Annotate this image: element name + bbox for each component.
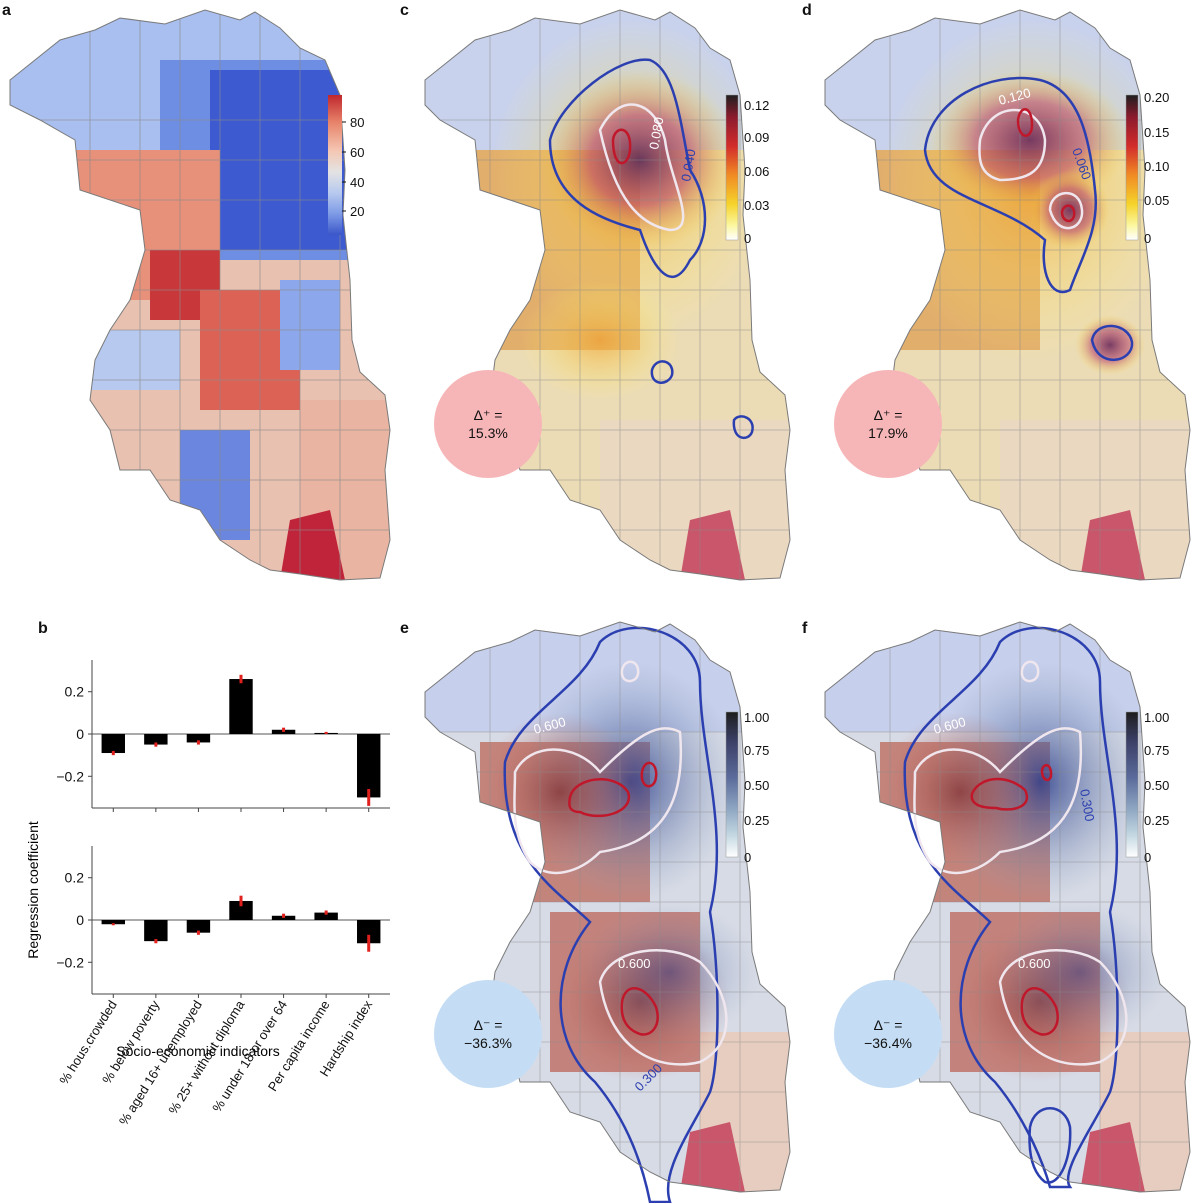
delta-value: −36.4%: [864, 1035, 912, 1051]
bar: [357, 734, 381, 798]
panel-letter-b: b: [38, 620, 48, 637]
delta-badge-c: Δ⁺ = 15.3%: [434, 370, 542, 478]
bar: [229, 679, 253, 734]
panel-letter-f: f: [802, 620, 808, 637]
colorbar-a-ticks: 80 60 40 20: [342, 115, 364, 219]
bar: [144, 734, 168, 745]
colorbar-d-tick: 0.05: [1144, 193, 1169, 208]
bar-chart-b-top: 0.2 0 −0.2: [56, 660, 390, 812]
delta-value: 17.9%: [868, 425, 908, 441]
colorbar-f-tick: 0: [1144, 850, 1151, 865]
bar: [186, 920, 211, 933]
colorbar-c-ticks: 0.12 0.09 0.06 0.03 0: [744, 98, 769, 246]
colorbar-d-tick: 0.15: [1144, 125, 1169, 140]
colorbar-e-tick: 1.00: [744, 710, 769, 725]
panel-d: d: [800, 0, 1200, 590]
colorbar-d-tick: 0.10: [1144, 159, 1169, 174]
contour-label: 0.040: [678, 148, 698, 183]
colorbar-d-tick: 0.20: [1144, 90, 1169, 105]
bar: [229, 900, 253, 920]
colorbar-a: [328, 95, 342, 235]
colorbar-d-tick: 0: [1144, 231, 1151, 246]
delta-value: −36.3%: [464, 1035, 512, 1051]
y-tick-label: 0: [76, 726, 84, 742]
y-tick-label: 0: [76, 912, 84, 928]
colorbar-f: [1125, 711, 1139, 858]
delta-symbol: Δ⁺ =: [473, 407, 503, 423]
y-tick-label: 0.2: [65, 684, 85, 700]
colorbar-e-tick: 0: [744, 850, 751, 865]
colorbar-e: [725, 711, 739, 858]
colorbar-c-tick: 0.06: [744, 164, 769, 179]
contour-label: 0.600: [618, 956, 651, 971]
colorbar-a-tick: 80: [350, 115, 364, 130]
contour-label: 0.600: [1018, 956, 1051, 971]
colorbar-a-tick: 40: [350, 175, 364, 190]
colorbar-c-tick: 0.03: [744, 198, 769, 213]
panel-letter-a: a: [2, 2, 11, 19]
delta-badge-f: Δ⁻ = −36.4%: [834, 980, 942, 1088]
delta-badge-e: Δ⁻ = −36.3%: [434, 980, 542, 1088]
map-e: 0.600 0.600 0.300 1.00 0.75 0.50 0.25 0: [424, 621, 791, 1203]
y-axis-label: Regression coefficient: [25, 821, 41, 959]
colorbar-c: [725, 94, 739, 241]
delta-symbol: Δ⁻ =: [873, 1017, 903, 1033]
colorbar-d: [1125, 94, 1139, 241]
colorbar-c-tick: 0.09: [744, 130, 769, 145]
colorbar-e-tick: 0.50: [744, 778, 769, 793]
panel-letter-e: e: [400, 620, 409, 637]
contour-label: 0.300: [1077, 788, 1097, 823]
bar: [186, 734, 211, 743]
colorbar-e-tick: 0.75: [744, 743, 769, 758]
delta-symbol: Δ⁻ =: [473, 1017, 503, 1033]
bar-chart-b: Regression coefficient Socio-economic in…: [25, 660, 390, 1128]
colorbar-c-tick: 0.12: [744, 98, 769, 113]
panel-letter-d: d: [802, 2, 812, 19]
bar: [271, 915, 296, 920]
map-d: 0.120 0.060 0.20 0.15 0.10 0.05 0: [824, 9, 1191, 581]
colorbar-a-tick: 20: [350, 204, 364, 219]
delta-symbol: Δ⁺ =: [873, 407, 903, 423]
map-a-regions: [10, 10, 390, 580]
panel-a: a: [0, 0, 400, 590]
map-a: 80 60 40 20: [9, 9, 391, 581]
bar: [314, 912, 338, 920]
colorbar-e-tick: 0.25: [744, 813, 769, 828]
x-tick-label: % aged 16+ unemployed: [116, 998, 205, 1128]
colorbar-f-tick: 0.25: [1144, 813, 1169, 828]
delta-value: 15.3%: [468, 425, 508, 441]
bar: [271, 729, 296, 734]
y-tick-label: 0.2: [65, 870, 85, 886]
colorbar-f-ticks: 1.00 0.75 0.50 0.25 0: [1144, 710, 1169, 865]
panel-e: e: [400, 612, 800, 1203]
contour-label: 0.080: [646, 116, 666, 151]
bar: [101, 920, 125, 925]
colorbar-f-tick: 1.00: [1144, 710, 1169, 725]
map-f: 0.600 0.600 0.300 1.00 0.75 0.50 0.25 0: [824, 621, 1191, 1193]
map-c: 0.080 0.040 0.12 0.09 0.06 0.03 0: [424, 9, 791, 581]
colorbar-f-tick: 0.50: [1144, 778, 1169, 793]
panel-b: b Regression coefficient Socio-economic …: [0, 612, 400, 1203]
x-axis-label: Socio-economic indicators: [116, 1043, 279, 1059]
bar: [101, 734, 125, 754]
colorbar-c-tick: 0: [744, 231, 751, 246]
panel-letter-c: c: [400, 2, 409, 19]
colorbar-a-tick: 60: [350, 145, 364, 160]
bar: [357, 920, 381, 944]
panel-f: f: [800, 612, 1200, 1203]
bar-chart-b-bottom: 0.20−0.2% hous.crowded% below poverty% a…: [56, 846, 390, 1128]
y-tick-label: −0.2: [56, 954, 84, 970]
colorbar-d-ticks: 0.20 0.15 0.10 0.05 0: [1144, 90, 1169, 246]
panel-c: c: [400, 0, 800, 590]
bar: [144, 920, 168, 942]
colorbar-e-ticks: 1.00 0.75 0.50 0.25 0: [744, 710, 769, 865]
y-tick-label: −0.2: [56, 768, 84, 784]
colorbar-f-tick: 0.75: [1144, 743, 1169, 758]
delta-badge-d: Δ⁺ = 17.9%: [834, 370, 942, 478]
